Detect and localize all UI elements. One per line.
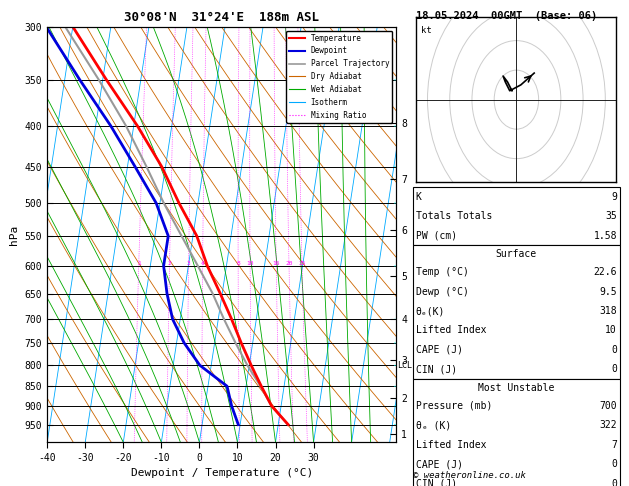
Text: 9: 9 [611,192,617,202]
Text: 10: 10 [247,261,254,266]
Text: CIN (J): CIN (J) [416,364,457,374]
Text: 7: 7 [611,440,617,450]
Text: 2: 2 [167,261,171,266]
Text: Most Unstable: Most Unstable [478,382,555,393]
Text: CIN (J): CIN (J) [416,479,457,486]
Y-axis label: hPa: hPa [9,225,19,244]
Text: 700: 700 [599,401,617,411]
Text: 0: 0 [611,364,617,374]
Text: 0: 0 [611,345,617,355]
Text: Surface: Surface [496,249,537,259]
Text: 25: 25 [298,261,306,266]
Legend: Temperature, Dewpoint, Parcel Trajectory, Dry Adiabat, Wet Adiabat, Isotherm, Mi: Temperature, Dewpoint, Parcel Trajectory… [286,31,392,122]
Text: 0: 0 [611,459,617,469]
Text: LCL: LCL [398,361,413,370]
Text: Totals Totals: Totals Totals [416,211,492,221]
Y-axis label: km
ASL: km ASL [423,235,441,256]
Text: 0: 0 [611,479,617,486]
Text: 10: 10 [605,326,617,335]
Text: Dewp (°C): Dewp (°C) [416,287,469,296]
Text: 18.05.2024  00GMT  (Base: 06): 18.05.2024 00GMT (Base: 06) [416,11,598,21]
Text: Pressure (mb): Pressure (mb) [416,401,492,411]
Text: Temp (°C): Temp (°C) [416,267,469,277]
Text: 1.58: 1.58 [594,231,617,241]
Text: 3: 3 [187,261,191,266]
Text: K: K [416,192,421,202]
Text: 8: 8 [237,261,240,266]
Text: 1: 1 [137,261,140,266]
Text: 22.6: 22.6 [594,267,617,277]
Text: 322: 322 [599,420,617,430]
Text: 35: 35 [605,211,617,221]
Text: PW (cm): PW (cm) [416,231,457,241]
Text: 16: 16 [272,261,280,266]
Text: Lifted Index: Lifted Index [416,440,486,450]
Text: θₑ (K): θₑ (K) [416,420,451,430]
Text: 20: 20 [285,261,292,266]
Text: 9.5: 9.5 [599,287,617,296]
Text: 4: 4 [201,261,204,266]
Text: kt: kt [421,26,431,35]
X-axis label: Dewpoint / Temperature (°C): Dewpoint / Temperature (°C) [131,468,313,478]
Text: CAPE (J): CAPE (J) [416,345,463,355]
Text: 318: 318 [599,306,617,316]
Text: CAPE (J): CAPE (J) [416,459,463,469]
Text: © weatheronline.co.uk: © weatheronline.co.uk [413,471,525,480]
Text: Lifted Index: Lifted Index [416,326,486,335]
Text: θₑ(K): θₑ(K) [416,306,445,316]
Title: 30°08'N  31°24'E  188m ASL: 30°08'N 31°24'E 188m ASL [124,11,320,24]
